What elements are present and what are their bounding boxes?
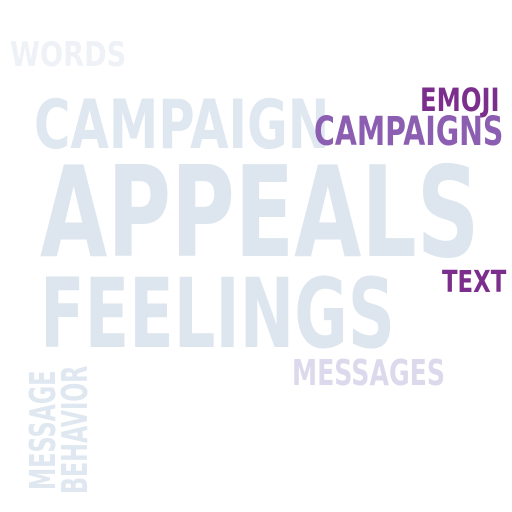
word-feelings: FEELINGS [40,258,395,370]
word-messages: MESSAGES [292,353,446,394]
word-campaigns: CAMPAIGNS [314,109,504,155]
word-campaign: CAMPAIGN [34,86,330,165]
word-emoji: EMOJI [420,81,500,119]
word-behavior-vertical: BEHAVIOR [55,365,96,494]
word-appeals: APPEALS [40,139,480,286]
word-words: WORDS [10,35,127,75]
word-text: TEXT [442,265,507,300]
